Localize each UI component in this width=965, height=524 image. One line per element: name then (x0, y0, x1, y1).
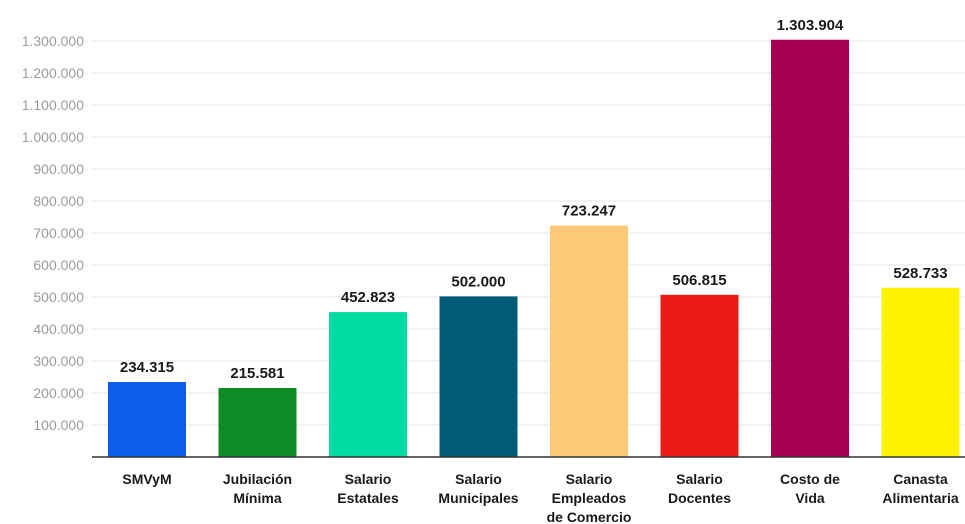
y-tick-label: 900.000 (33, 161, 84, 177)
x-category-label: SMVyM (122, 471, 171, 487)
y-tick-label: 500.000 (33, 289, 84, 305)
bar-value-label: 528.733 (893, 265, 947, 282)
x-category-label: Costo de Vida (780, 471, 840, 506)
x-category-label: Salario Docentes (668, 471, 731, 506)
y-tick-label: 1.000.000 (22, 129, 84, 145)
x-category-label-line: de Comercio (547, 509, 632, 524)
bar (329, 312, 407, 457)
x-category-label-line: Salario (676, 471, 723, 487)
bar (439, 296, 518, 457)
bar-value-label: 215.581 (230, 365, 284, 382)
y-tick-label: 600.000 (33, 257, 84, 273)
bar-value-label: 506.815 (672, 272, 726, 289)
y-tick-label: 200.000 (33, 385, 84, 401)
bar-value-label: 723.247 (562, 203, 616, 220)
bar (550, 225, 628, 457)
x-category-label-line: Alimentaria (882, 490, 958, 506)
x-category-label: Salario Empleados de Comercio (547, 471, 632, 524)
x-category-label-line: Docentes (668, 490, 731, 506)
y-tick-label: 1.200.000 (22, 65, 84, 81)
bar-value-label: 234.315 (120, 359, 174, 376)
y-axis-ticks: 100.000 200.000 300.000 400.000 500.000 600.0… (22, 33, 85, 433)
x-category-label-line: SMVyM (122, 471, 171, 487)
bar (771, 39, 849, 457)
x-category-label-line: Salario (345, 471, 392, 487)
bar-value-label: 452.823 (341, 289, 395, 306)
bar (108, 382, 186, 457)
bars (108, 39, 960, 457)
x-category-label: Salario Municipales (438, 471, 518, 506)
x-category-label: Jubilación Mínima (223, 471, 292, 506)
bar-value-label: 1.303.904 (777, 17, 844, 34)
y-tick-label: 1.300.000 (22, 33, 84, 49)
x-category-label-line: Municipales (438, 490, 518, 506)
x-category-label-line: Canasta (893, 471, 948, 487)
y-tick-label: 700.000 (33, 225, 84, 241)
bar (881, 287, 960, 457)
x-category-label-line: Salario (455, 471, 502, 487)
y-tick-label: 800.000 (33, 193, 84, 209)
x-category-label-line: Jubilación (223, 471, 292, 487)
y-tick-label: 100.000 (33, 417, 84, 433)
y-tick-label: 400.000 (33, 321, 84, 337)
x-category-label: Canasta Alimentaria (882, 471, 958, 506)
value-labels: 234.315 215.581 452.823 502.000 723.247 506.8… (120, 17, 948, 382)
x-category-label-line: Costo de (780, 471, 840, 487)
x-category-label-line: Empleados (552, 490, 627, 506)
x-category-label-line: Salario (566, 471, 613, 487)
bar (218, 388, 297, 457)
x-category-label-line: Estatales (337, 490, 399, 506)
x-category-label-line: Mínima (233, 490, 281, 506)
x-category-label: Salario Estatales (337, 471, 399, 506)
bar-value-label: 502.000 (451, 273, 505, 290)
x-category-label-line: Vida (795, 490, 825, 506)
y-tick-label: 300.000 (33, 353, 84, 369)
y-tick-label: 1.100.000 (22, 97, 84, 113)
bar (660, 294, 739, 457)
